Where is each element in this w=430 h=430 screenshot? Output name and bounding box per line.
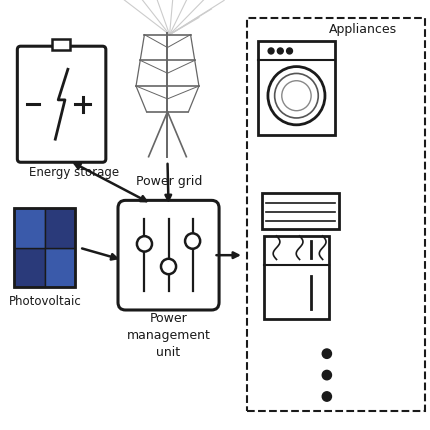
Circle shape xyxy=(161,259,176,275)
Circle shape xyxy=(184,234,200,249)
Circle shape xyxy=(322,349,331,359)
FancyBboxPatch shape xyxy=(17,47,106,163)
Text: Energy storage: Energy storage xyxy=(29,166,119,179)
Text: Photovoltaic: Photovoltaic xyxy=(9,294,81,307)
Circle shape xyxy=(281,82,310,111)
Circle shape xyxy=(274,74,317,119)
Bar xyxy=(263,237,328,319)
Text: Appliances: Appliances xyxy=(328,23,396,36)
Bar xyxy=(14,209,75,288)
Bar xyxy=(246,18,424,412)
Circle shape xyxy=(137,237,152,252)
Circle shape xyxy=(267,49,273,55)
Text: Power grid: Power grid xyxy=(136,175,202,187)
Bar xyxy=(14,248,45,288)
FancyBboxPatch shape xyxy=(118,201,218,310)
Text: Power
management
unit: Power management unit xyxy=(126,311,210,358)
Bar xyxy=(261,194,339,230)
Bar xyxy=(257,42,335,136)
Circle shape xyxy=(267,68,324,126)
Circle shape xyxy=(322,371,331,380)
Bar xyxy=(14,209,45,248)
Bar xyxy=(45,248,75,288)
Bar xyxy=(45,209,75,248)
Circle shape xyxy=(322,392,331,401)
Circle shape xyxy=(277,49,283,55)
Bar xyxy=(52,40,70,50)
Circle shape xyxy=(286,49,292,55)
